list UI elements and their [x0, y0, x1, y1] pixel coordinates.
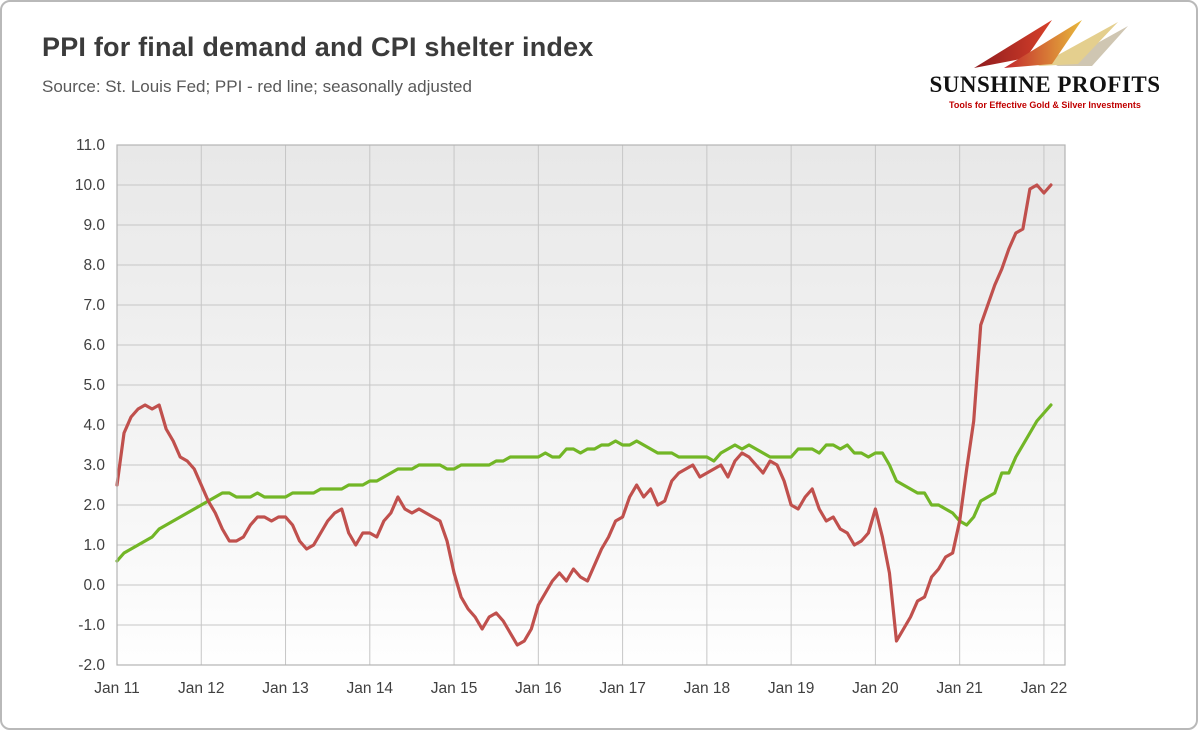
svg-text:Jan 22: Jan 22: [1021, 680, 1068, 697]
sunshine-profits-logo: SUNSHINE PROFITS Tools for Effective Gol…: [920, 18, 1170, 110]
svg-text:6.0: 6.0: [83, 337, 105, 354]
plot-background: [117, 145, 1065, 665]
svg-text:8.0: 8.0: [83, 257, 105, 274]
data-series: [115, 183, 1053, 647]
svg-text:Jan 12: Jan 12: [178, 680, 225, 697]
svg-text:Jan 14: Jan 14: [347, 680, 394, 697]
svg-text:11.0: 11.0: [76, 137, 105, 154]
svg-text:10.0: 10.0: [75, 177, 106, 194]
svg-text:Jan 11: Jan 11: [94, 680, 139, 697]
svg-text:Jan 16: Jan 16: [515, 680, 562, 697]
svg-text:0.0: 0.0: [83, 577, 105, 594]
svg-text:4.0: 4.0: [83, 417, 105, 434]
logo-tagline: Tools for Effective Gold & Silver Invest…: [949, 100, 1141, 110]
svg-text:Jan 21: Jan 21: [936, 680, 983, 697]
svg-text:-2.0: -2.0: [78, 657, 105, 674]
svg-text:7.0: 7.0: [83, 297, 105, 314]
svg-text:1.0: 1.0: [83, 537, 105, 554]
page-title: PPI for final demand and CPI shelter ind…: [42, 32, 594, 62]
series-line: [115, 403, 1053, 563]
chart-subtitle: Source: St. Louis Fed; PPI - red line; s…: [42, 77, 472, 96]
chart-header: PPI for final demand and CPI shelter ind…: [42, 32, 594, 97]
logo-name: SUNSHINE PROFITS: [929, 72, 1161, 97]
svg-text:5.0: 5.0: [83, 377, 105, 394]
svg-text:Jan 18: Jan 18: [684, 680, 731, 697]
svg-text:Jan 13: Jan 13: [262, 680, 309, 697]
series-line: [115, 183, 1053, 647]
axis-labels: -2.0 -1.0 0.0 1.0 2.0 3.0 4.0 5.0 6.0 7.0 8.0 9.0 10…: [75, 137, 1067, 697]
plot-border: [116, 144, 1066, 666]
svg-text:Jan 20: Jan 20: [852, 680, 899, 697]
chart-area: -2.0 -1.0 0.0 1.0 2.0 3.0 4.0 5.0 6.0 7.0 8.0 9.0 10…: [32, 135, 1182, 718]
line-chart: -2.0 -1.0 0.0 1.0 2.0 3.0 4.0 5.0 6.0 7.0 8.0 9.0 10…: [75, 137, 1067, 697]
svg-text:Jan 15: Jan 15: [431, 680, 478, 697]
svg-text:Jan 19: Jan 19: [768, 680, 815, 697]
svg-text:Jan 17: Jan 17: [599, 680, 646, 697]
svg-text:-1.0: -1.0: [78, 617, 105, 634]
svg-text:3.0: 3.0: [83, 457, 105, 474]
logo-bolt-icon: [974, 20, 1128, 68]
svg-text:9.0: 9.0: [83, 217, 105, 234]
svg-text:2.0: 2.0: [83, 497, 105, 514]
